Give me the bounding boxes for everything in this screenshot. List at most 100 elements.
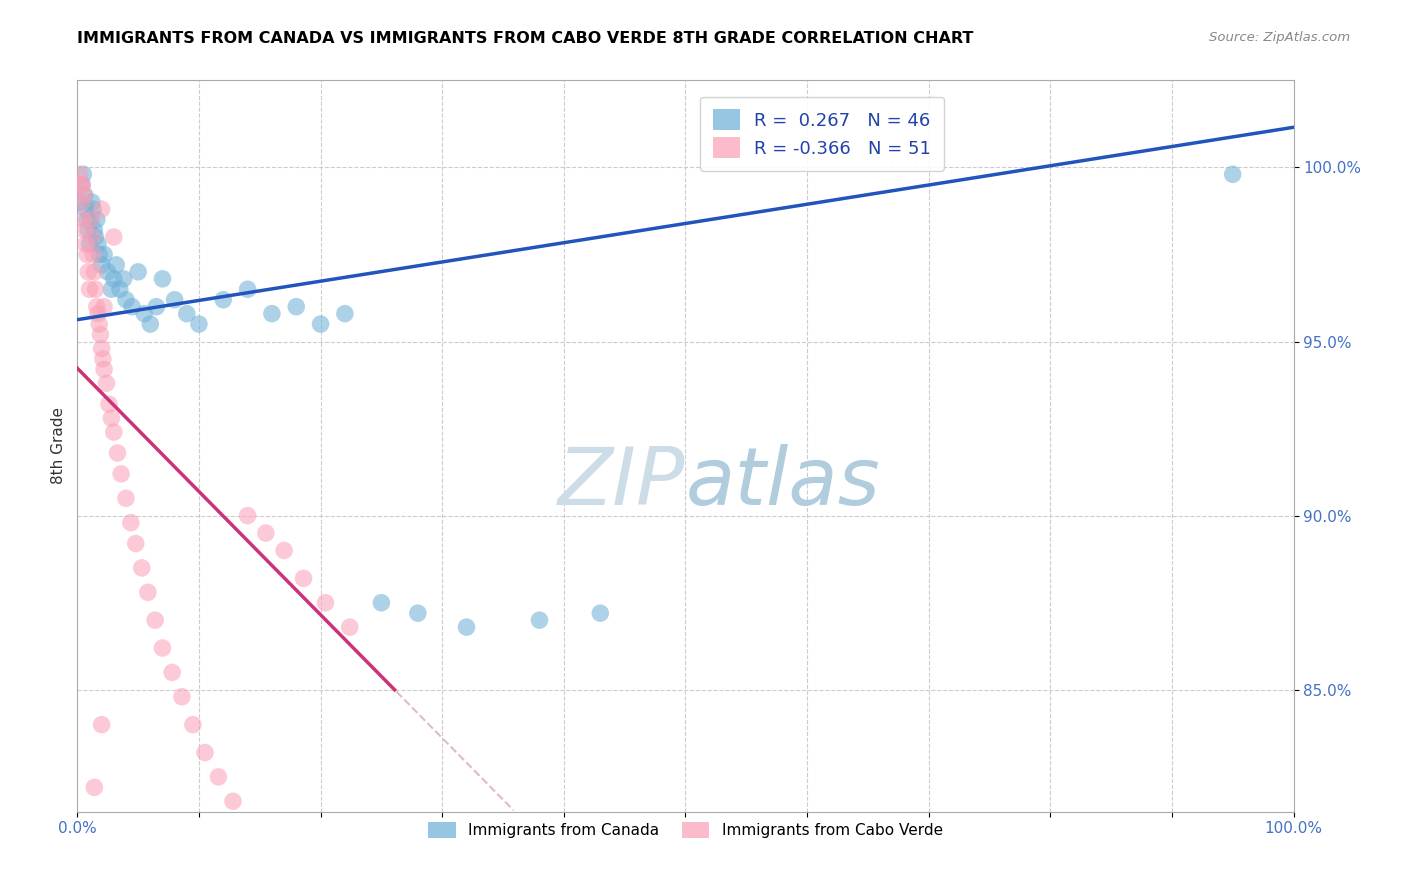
Point — [91, 351, 114, 366]
Text: Source: ZipAtlas.com: Source: ZipAtlas.com — [1209, 31, 1350, 45]
Point — [76, 247, 98, 261]
Point — [83, 223, 105, 237]
Point — [72, 212, 94, 227]
Point — [589, 606, 612, 620]
Point — [100, 282, 122, 296]
Point — [75, 202, 97, 216]
Point — [273, 543, 295, 558]
Point — [90, 717, 112, 731]
Point — [103, 425, 125, 439]
Point — [86, 300, 108, 314]
Point — [80, 195, 103, 210]
Point — [73, 223, 96, 237]
Point — [93, 247, 115, 261]
Point — [80, 230, 103, 244]
Point — [79, 282, 101, 296]
Point — [254, 526, 277, 541]
Point — [93, 300, 115, 314]
Text: atlas: atlas — [686, 443, 880, 522]
Legend: Immigrants from Canada, Immigrants from Cabo Verde: Immigrants from Canada, Immigrants from … — [422, 815, 949, 845]
Point — [207, 770, 229, 784]
Point — [89, 327, 111, 342]
Point — [176, 307, 198, 321]
Point — [80, 212, 103, 227]
Point — [456, 620, 478, 634]
Point — [370, 596, 392, 610]
Point — [100, 411, 122, 425]
Point — [103, 272, 125, 286]
Point — [120, 516, 142, 530]
Point — [125, 536, 148, 550]
Point — [77, 223, 100, 237]
Point — [96, 376, 118, 391]
Point — [84, 230, 107, 244]
Point — [152, 640, 174, 655]
Point — [79, 237, 101, 252]
Point — [309, 317, 332, 331]
Point — [236, 282, 259, 296]
Point — [89, 317, 111, 331]
Point — [87, 307, 110, 321]
Point — [152, 272, 174, 286]
Point — [181, 717, 204, 731]
Point — [107, 446, 129, 460]
Point — [77, 265, 100, 279]
Point — [143, 613, 166, 627]
Point — [80, 212, 103, 227]
Point — [163, 293, 186, 307]
Point — [89, 247, 111, 261]
Point — [260, 307, 283, 321]
Point — [333, 307, 356, 321]
Point — [121, 300, 143, 314]
Point — [86, 212, 108, 227]
Point — [406, 606, 429, 620]
Point — [72, 167, 94, 181]
Point — [73, 188, 96, 202]
Point — [212, 293, 235, 307]
Point — [76, 212, 98, 227]
Point — [90, 342, 112, 356]
Point — [108, 282, 131, 296]
Point — [339, 620, 361, 634]
Point — [170, 690, 193, 704]
Point — [87, 237, 110, 252]
Point — [136, 585, 159, 599]
Point — [103, 230, 125, 244]
Point — [73, 188, 96, 202]
Point — [83, 780, 105, 795]
Point — [70, 195, 93, 210]
Point — [90, 202, 112, 216]
Point — [115, 293, 138, 307]
Text: ZIP: ZIP — [558, 443, 686, 522]
Point — [285, 300, 308, 314]
Point — [1222, 167, 1244, 181]
Point — [127, 265, 149, 279]
Point — [188, 317, 211, 331]
Text: IMMIGRANTS FROM CANADA VS IMMIGRANTS FROM CABO VERDE 8TH GRADE CORRELATION CHART: IMMIGRANTS FROM CANADA VS IMMIGRANTS FRO… — [77, 31, 974, 46]
Point — [131, 561, 153, 575]
Point — [314, 596, 336, 610]
Point — [160, 665, 183, 680]
Point — [70, 178, 93, 192]
Point — [97, 265, 120, 279]
Point — [75, 237, 97, 252]
Point — [83, 265, 105, 279]
Point — [82, 202, 104, 216]
Point — [194, 746, 217, 760]
Point — [82, 247, 104, 261]
Point — [69, 195, 91, 210]
Point — [90, 258, 112, 272]
Point — [112, 272, 135, 286]
Y-axis label: 8th Grade: 8th Grade — [51, 408, 66, 484]
Point — [222, 794, 245, 808]
Point — [145, 300, 167, 314]
Point — [115, 491, 138, 506]
Point — [70, 178, 93, 192]
Point — [139, 317, 162, 331]
Point — [236, 508, 259, 523]
Point — [70, 178, 93, 192]
Point — [93, 362, 115, 376]
Point — [134, 307, 156, 321]
Point — [97, 397, 120, 411]
Point — [110, 467, 132, 481]
